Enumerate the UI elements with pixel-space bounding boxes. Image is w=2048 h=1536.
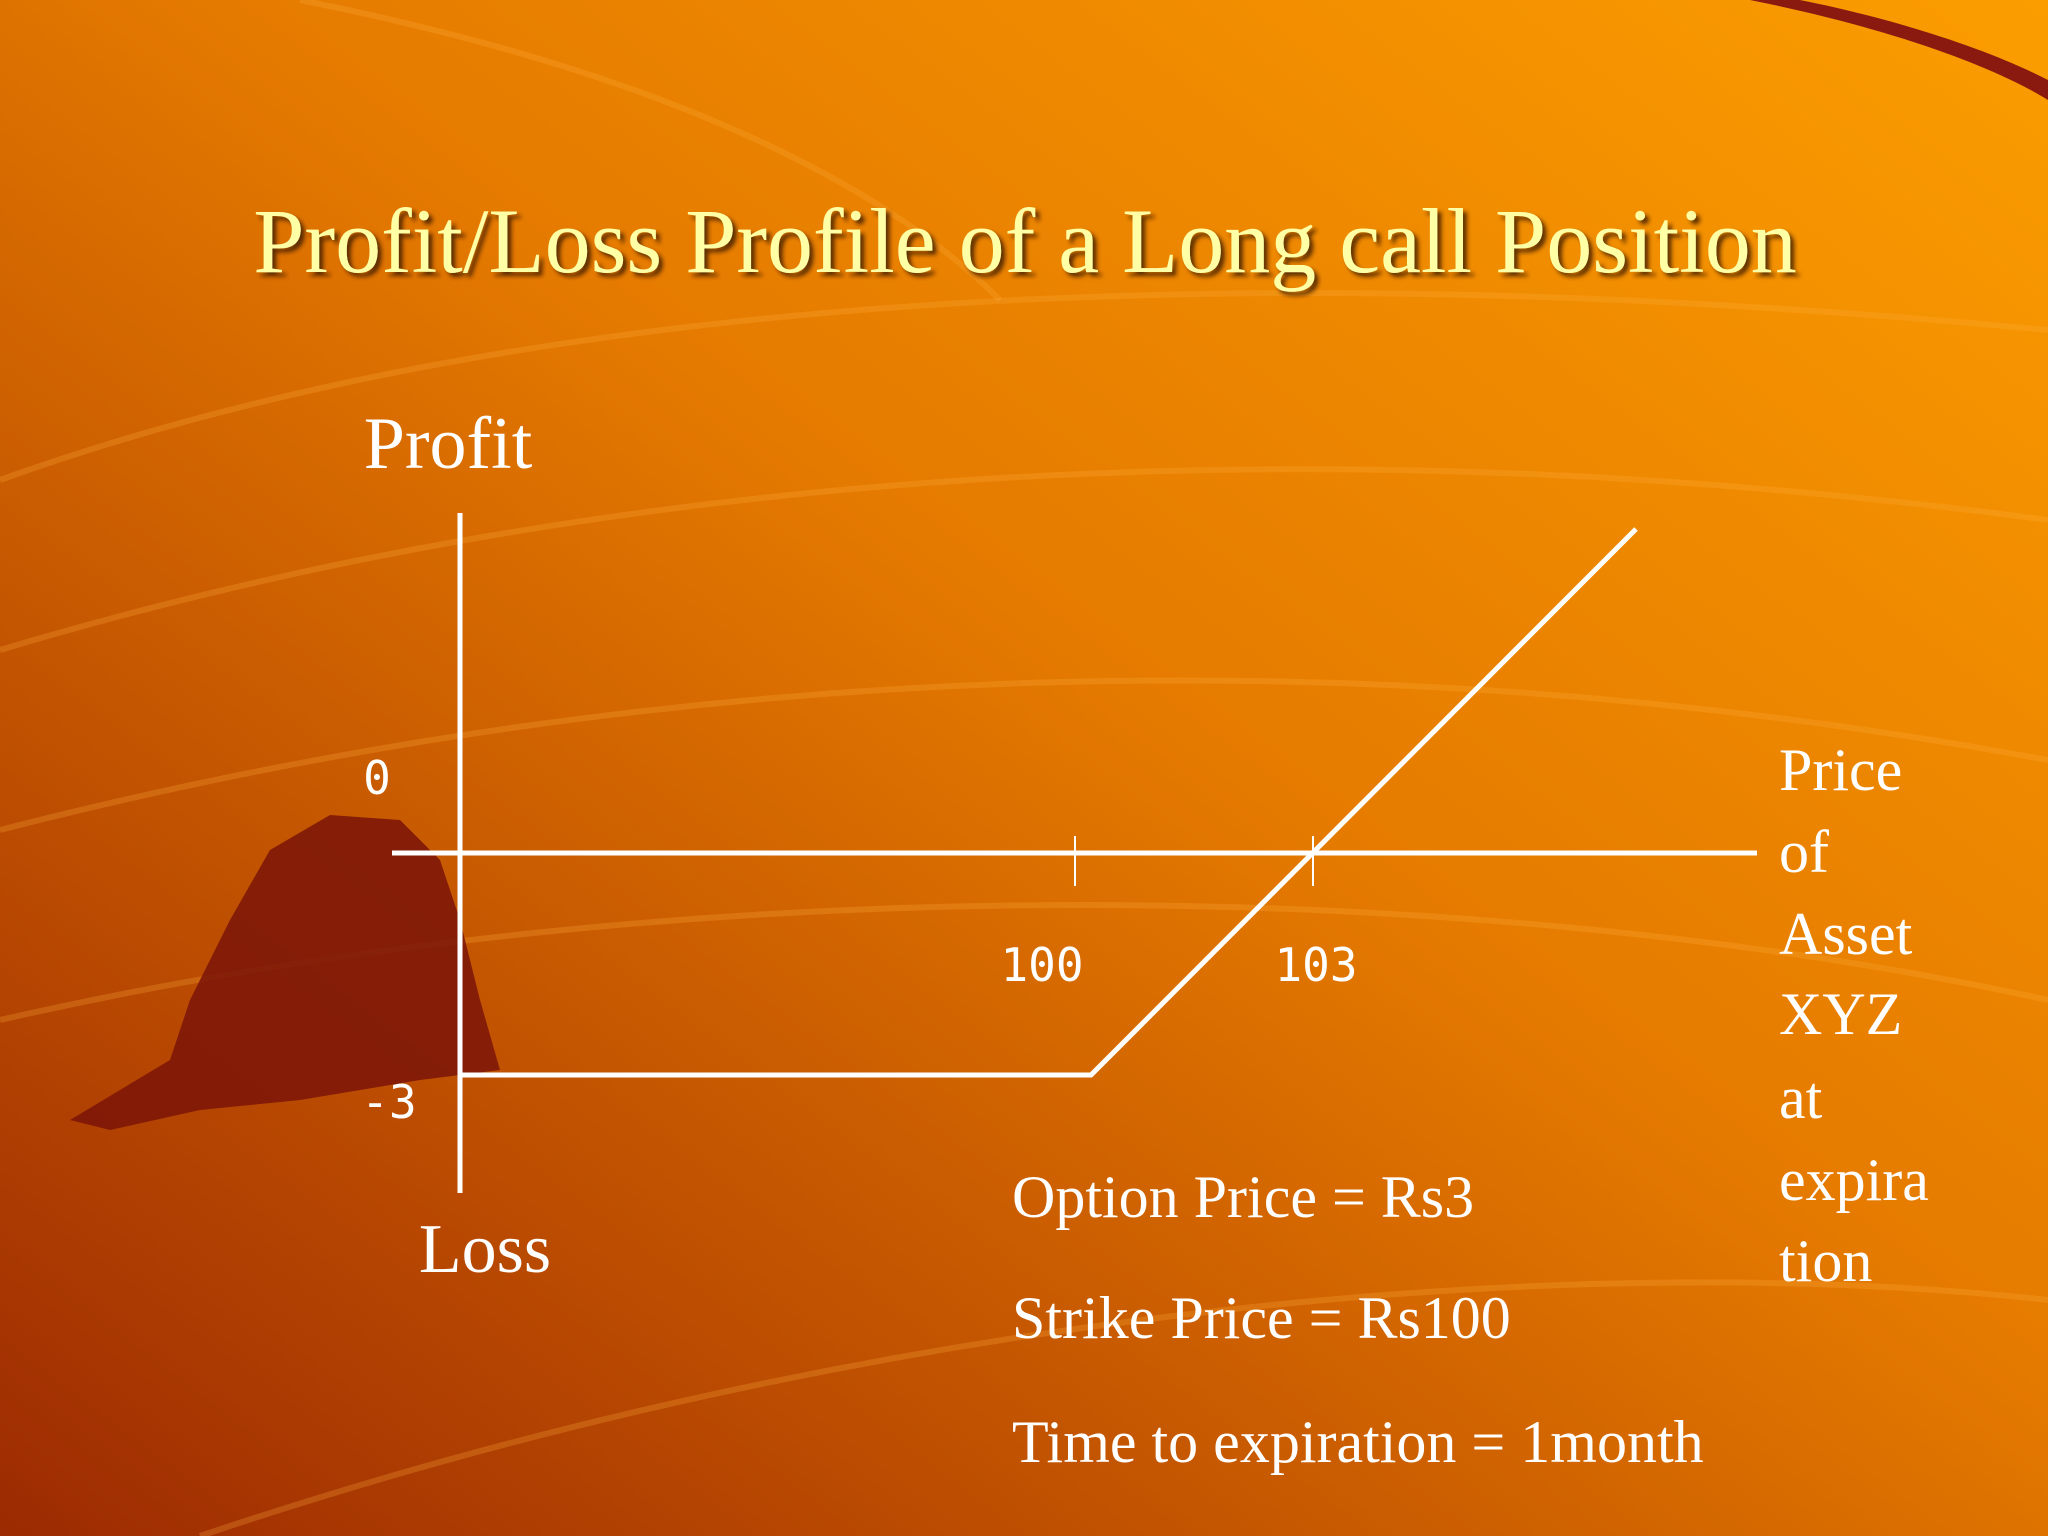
x-axis-label-line: tion — [1779, 1228, 1872, 1294]
x-axis-label-line: at — [1779, 1065, 1823, 1131]
x-axis-label: Price of Asset XYZ at expira tion — [1779, 737, 1929, 1294]
runner-silhouette — [70, 815, 500, 1130]
x-axis-label-line: Price — [1779, 737, 1902, 803]
note: Option Price = Rs3 — [1012, 1164, 1474, 1230]
title: Profit/Loss Profile of a Long call Posit… — [253, 190, 1796, 292]
x-axis-label-line: of — [1779, 819, 1829, 885]
y-tick-label: -3 — [361, 1075, 416, 1129]
payoff-line — [460, 527, 1638, 1078]
x-tick-label: 103 — [1274, 938, 1357, 992]
axes — [392, 513, 1757, 1193]
y-axis-bottom-label: Loss — [419, 1211, 551, 1288]
note: Time to expiration = 1month — [1012, 1409, 1704, 1475]
note: Strike Price = Rs100 — [1012, 1285, 1511, 1351]
x-tick-label: 100 — [1000, 938, 1083, 992]
notes: Option Price = Rs3 Strike Price = Rs100 … — [1012, 1164, 1704, 1475]
y-axis-top-label: Profit — [364, 403, 533, 485]
x-axis-label-line: expira — [1779, 1147, 1929, 1213]
x-axis-label-line: XYZ — [1779, 981, 1902, 1047]
x-axis-label-line: Asset — [1779, 901, 1913, 967]
y-tick-label: 0 — [363, 751, 391, 805]
